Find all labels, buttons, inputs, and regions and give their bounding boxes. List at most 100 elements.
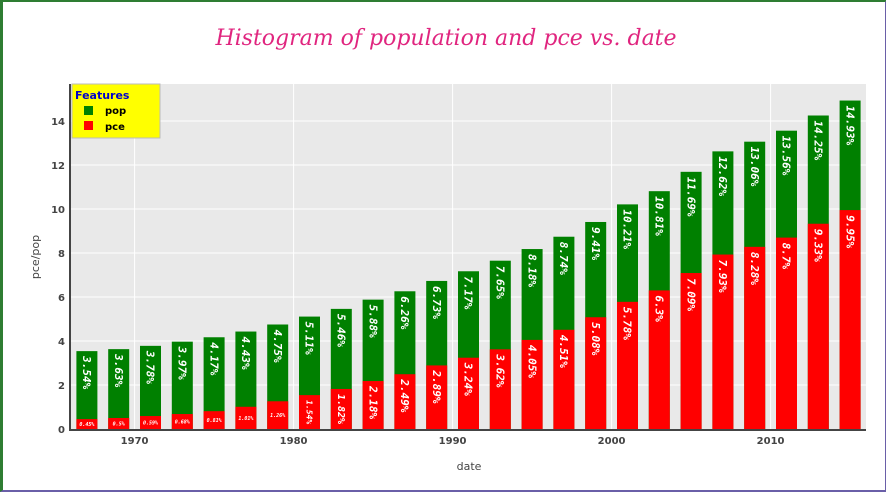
legend-label-pce[interactable]: pce xyxy=(105,122,125,133)
bar-pce[interactable] xyxy=(617,301,638,429)
bar-pce[interactable] xyxy=(203,411,225,429)
bar-label-pce: 7.93% xyxy=(716,260,729,293)
bar-label-pce: 9.33% xyxy=(811,229,824,262)
bar-label-pop: 6.26% xyxy=(398,296,411,329)
legend[interactable]: Features pop pce xyxy=(71,83,161,139)
bar-label-pop: 7.65% xyxy=(493,266,506,299)
bar-labels: 3.54% 3.63% 3.78% 3.97% 4.17% 4.43% 4.75% 5.11%… xyxy=(79,106,856,429)
bar-pce[interactable] xyxy=(426,365,448,429)
bar-label-pop: 4.75% xyxy=(271,330,284,363)
bar-label-pce: 0.5% xyxy=(113,422,125,428)
bar-pce[interactable] xyxy=(521,339,543,429)
x-axis-title: date xyxy=(457,460,482,473)
bar-label-pce: 2.49% xyxy=(398,378,411,412)
bar-label-pop: 11.69% xyxy=(684,177,697,217)
bar-pce[interactable] xyxy=(553,329,575,429)
y-ticks: 0 2 4 6 8 10 12 14 xyxy=(51,117,65,436)
bar-pce[interactable] xyxy=(140,416,161,429)
y-tick-label: 4 xyxy=(58,337,65,348)
bar-label-pop: 13.56% xyxy=(780,136,793,176)
x-ticks: 1970 1980 1990 2000 2010 xyxy=(121,436,785,447)
bar-pce[interactable] xyxy=(362,381,384,429)
bar-pce[interactable] xyxy=(76,419,98,429)
bar-pce[interactable] xyxy=(680,273,702,429)
y-tick-label: 2 xyxy=(58,381,65,392)
bar-pce[interactable] xyxy=(648,290,670,429)
bar-label-pop: 13.06% xyxy=(748,147,761,187)
bar-label-pce: 2.89% xyxy=(430,369,443,403)
bar-pce[interactable] xyxy=(839,210,861,429)
bar-label-pce: 4.51% xyxy=(557,335,570,368)
bar-pce[interactable] xyxy=(108,418,130,429)
bar-label-pce: 6.3% xyxy=(652,295,665,322)
x-tick-label: 1990 xyxy=(439,436,467,447)
legend-title: Features xyxy=(75,89,130,102)
x-tick-label: 2000 xyxy=(598,436,626,447)
bar-label-pop: 6.73% xyxy=(430,286,443,319)
y-tick-label: 0 xyxy=(58,425,65,436)
bar-label-pce: 3.62% xyxy=(493,353,506,387)
y-tick-label: 10 xyxy=(51,205,65,216)
legend-swatch-pop xyxy=(84,106,93,115)
bar-label-pce: 1.26% xyxy=(270,413,285,419)
pce-series xyxy=(76,210,861,429)
bar-pce[interactable] xyxy=(489,349,511,429)
bar-pce[interactable] xyxy=(299,395,320,429)
bar-label-pop: 5.11% xyxy=(303,322,316,355)
bar-pce[interactable] xyxy=(776,237,797,429)
bar-label-pce: 4.05% xyxy=(525,345,538,378)
bar-label-pce: 8.28% xyxy=(748,252,761,285)
x-tick-label: 1970 xyxy=(121,436,149,447)
bar-label-pce: 5.08% xyxy=(589,322,602,355)
bar-pce[interactable] xyxy=(267,401,289,429)
bar-pce[interactable] xyxy=(171,414,193,429)
bar-label-pce: 1.82% xyxy=(335,394,346,424)
bar-label-pop: 8.74% xyxy=(557,242,570,275)
bar-label-pce: 2.18% xyxy=(366,385,379,419)
bar-label-pop: 4.17% xyxy=(207,342,220,375)
bar-pop[interactable] xyxy=(171,341,193,429)
legend-label-pop[interactable]: pop xyxy=(105,106,126,117)
bar-label-pce: 9.95% xyxy=(843,215,856,248)
bar-label-pce: 0.59% xyxy=(143,421,158,427)
bar-label-pop: 14.25% xyxy=(811,121,824,161)
y-tick-label: 12 xyxy=(51,161,65,172)
bar-pce[interactable] xyxy=(807,223,829,429)
bar-label-pop: 10.21% xyxy=(621,209,634,249)
bar-label-pop: 5.46% xyxy=(334,314,347,347)
bar-label-pop: 3.63% xyxy=(112,353,125,387)
bar-pop[interactable] xyxy=(108,349,130,429)
x-tick-label: 1980 xyxy=(280,436,308,447)
bar-pce[interactable] xyxy=(458,357,479,429)
bar-pop[interactable] xyxy=(140,345,161,429)
bar-label-pce: 3.24% xyxy=(462,362,475,396)
bar-label-pce: 7.09% xyxy=(684,278,697,311)
bar-pce[interactable] xyxy=(585,317,607,429)
bar-label-pce: 8.7% xyxy=(780,243,793,270)
bar-pop[interactable] xyxy=(76,351,98,429)
bar-pce[interactable] xyxy=(330,388,352,429)
bar-label-pop: 3.78% xyxy=(144,350,157,384)
chart: Histogram of population and pce vs. date… xyxy=(29,26,866,473)
bar-label-pop: 14.93% xyxy=(843,106,856,146)
bar-label-pop: 7.17% xyxy=(462,276,475,309)
x-tick-label: 2010 xyxy=(757,436,785,447)
bar-pop[interactable] xyxy=(235,331,257,429)
bar-pop[interactable] xyxy=(203,337,225,429)
chart-title: Histogram of population and pce vs. date xyxy=(214,26,676,51)
bar-label-pop: 3.97% xyxy=(175,346,188,380)
y-tick-label: 14 xyxy=(51,117,65,128)
bar-label-pce: 0.81% xyxy=(207,418,222,424)
bar-pce[interactable] xyxy=(394,374,416,429)
bar-label-pop: 12.62% xyxy=(716,156,729,196)
bar-pce[interactable] xyxy=(744,246,766,429)
bar-label-pop: 4.43% xyxy=(239,337,252,370)
y-axis-title: pce/pop xyxy=(29,235,42,279)
bar-label-pce: 5.78% xyxy=(621,307,634,340)
bar-pce[interactable] xyxy=(235,406,257,429)
y-tick-label: 8 xyxy=(58,249,65,260)
bar-label-pce: 0.45% xyxy=(79,422,94,428)
bar-pce[interactable] xyxy=(712,254,734,429)
bar-label-pce: 0.68% xyxy=(175,420,190,426)
